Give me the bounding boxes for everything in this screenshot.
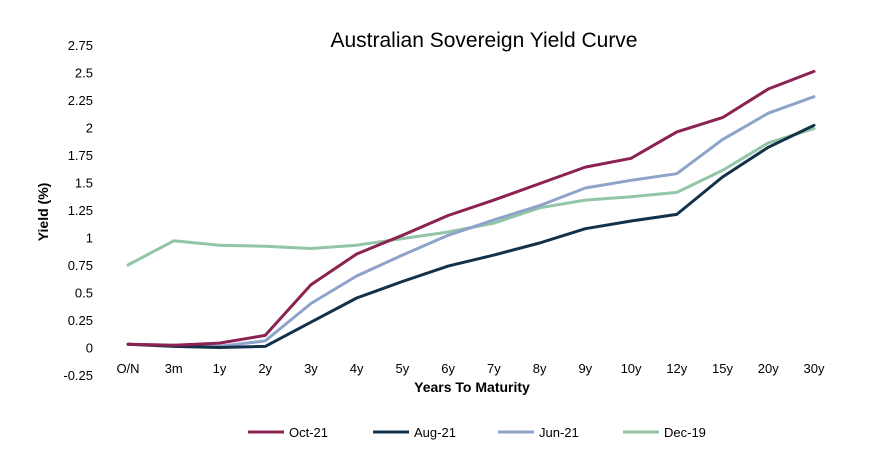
legend-label: Aug-21 — [414, 425, 456, 440]
y-tick-label: 1.25 — [68, 203, 93, 218]
series-line-oct-21 — [126, 69, 816, 347]
legend-item-dec-19: Dec-19 — [623, 425, 706, 440]
y-tick-label: 0 — [86, 341, 93, 356]
y-tick-label: 2.75 — [68, 38, 93, 53]
y-axis-label: Yield (%) — [35, 183, 51, 242]
legend-label: Jun-21 — [539, 425, 579, 440]
y-tick-label: 0.5 — [75, 286, 93, 301]
series-line-aug-21 — [126, 123, 816, 349]
x-tick-label: 3y — [304, 361, 318, 376]
x-tick-label: 4y — [350, 361, 364, 376]
x-axis-ticks: O/N 3m 1y 2y 3y 4y 5y 6y 7y 8y 9y 10y 12y 15y 20y 30y — [116, 361, 825, 376]
chart-legend: Oct-21 Aug-21 Jun-21 Dec-19 — [248, 425, 706, 440]
y-tick-label: 1.75 — [68, 148, 93, 163]
legend-item-oct-21: Oct-21 — [248, 425, 328, 440]
y-tick-label: 0.75 — [68, 258, 93, 273]
y-tick-label: 0.25 — [68, 313, 93, 328]
legend-item-jun-21: Jun-21 — [498, 425, 579, 440]
y-tick-label: 2.5 — [75, 66, 93, 81]
legend-label: Oct-21 — [289, 425, 328, 440]
x-tick-label: 7y — [487, 361, 501, 376]
legend-label: Dec-19 — [664, 425, 706, 440]
x-axis-label: Years To Maturity — [414, 379, 530, 395]
x-tick-label: 30y — [804, 361, 825, 376]
x-tick-label: 10y — [621, 361, 642, 376]
x-tick-label: 9y — [578, 361, 592, 376]
x-tick-label: 2y — [258, 361, 272, 376]
y-tick-label: -0.25 — [63, 368, 93, 383]
series-line-jun-21 — [126, 95, 816, 348]
x-tick-label: 15y — [712, 361, 733, 376]
x-tick-label: 3m — [165, 361, 183, 376]
x-tick-label: 5y — [396, 361, 410, 376]
x-tick-label: 12y — [666, 361, 687, 376]
x-tick-label: 8y — [533, 361, 547, 376]
x-tick-label: 6y — [441, 361, 455, 376]
chart-title: Australian Sovereign Yield Curve — [330, 29, 637, 52]
series-lines — [126, 69, 816, 349]
x-tick-label: O/N — [116, 361, 139, 376]
legend-item-aug-21: Aug-21 — [373, 425, 456, 440]
y-tick-label: 2 — [86, 121, 93, 136]
x-tick-label: 1y — [213, 361, 227, 376]
x-tick-label: 20y — [758, 361, 779, 376]
y-tick-label: 1 — [86, 231, 93, 246]
y-axis-ticks: -0.25 0 0.25 0.5 0.75 1 1.25 1.5 1.75 2 2.25 2.5 2.7… — [63, 38, 93, 383]
y-tick-label: 2.25 — [68, 93, 93, 108]
y-tick-label: 1.5 — [75, 176, 93, 191]
